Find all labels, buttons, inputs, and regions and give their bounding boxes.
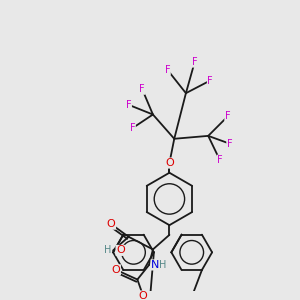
Text: F: F: [192, 57, 197, 67]
Text: F: F: [165, 65, 170, 75]
Text: F: F: [207, 76, 213, 85]
Text: O: O: [116, 245, 125, 255]
Text: O: O: [107, 219, 116, 229]
Text: F: F: [140, 84, 145, 94]
Text: F: F: [227, 139, 233, 148]
Text: F: F: [130, 123, 135, 133]
Text: F: F: [225, 112, 230, 122]
Text: F: F: [217, 155, 223, 165]
Text: O: O: [139, 291, 148, 300]
Text: O: O: [165, 158, 174, 168]
Text: N: N: [151, 260, 159, 270]
Text: F: F: [126, 100, 131, 110]
Text: H: H: [104, 245, 111, 255]
Text: H: H: [159, 260, 166, 270]
Text: O: O: [112, 265, 120, 275]
